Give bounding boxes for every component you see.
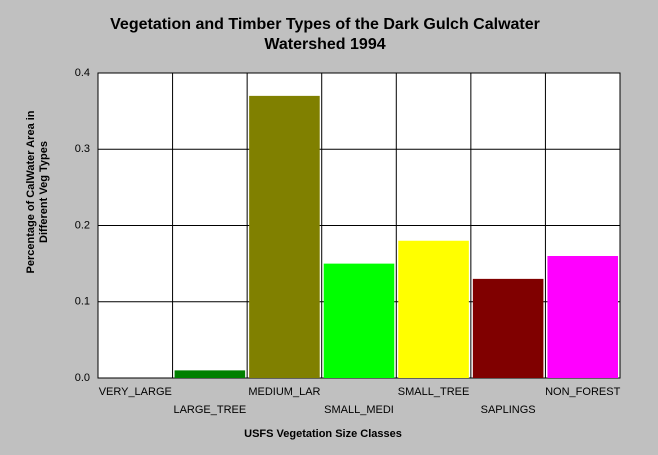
y-tick-label: 0.1 bbox=[75, 296, 90, 308]
x-tick-label: MEDIUM_LAR bbox=[248, 386, 320, 398]
y-axis-label: Different Veg Types bbox=[38, 141, 50, 243]
chart-title: Watershed 1994 bbox=[264, 36, 385, 53]
bar bbox=[472, 278, 544, 378]
x-tick-label: NON_FOREST bbox=[545, 386, 620, 398]
chart-title: Vegetation and Timber Types of the Dark … bbox=[110, 16, 540, 33]
y-tick-label: 0.0 bbox=[75, 372, 90, 384]
x-tick-label: LARGE_TREE bbox=[173, 404, 246, 416]
x-tick-label: SMALL_TREE bbox=[398, 386, 470, 398]
x-tick-label: SMALL_MEDI bbox=[324, 404, 394, 416]
y-tick-label: 0.2 bbox=[75, 219, 90, 231]
bar bbox=[547, 256, 618, 378]
x-tick-label: VERY_LARGE bbox=[99, 386, 172, 398]
x-tick-label: SAPLINGS bbox=[481, 404, 536, 416]
bar bbox=[249, 95, 320, 378]
bar bbox=[174, 370, 246, 378]
bar bbox=[323, 263, 395, 378]
y-tick-label: 0.3 bbox=[75, 143, 90, 155]
y-axis-label: Percentage of CalWater Area in bbox=[25, 110, 37, 273]
y-tick-label: 0.4 bbox=[75, 67, 90, 79]
bar bbox=[398, 240, 469, 378]
x-axis-label: USFS Vegetation Size Classes bbox=[244, 428, 402, 440]
